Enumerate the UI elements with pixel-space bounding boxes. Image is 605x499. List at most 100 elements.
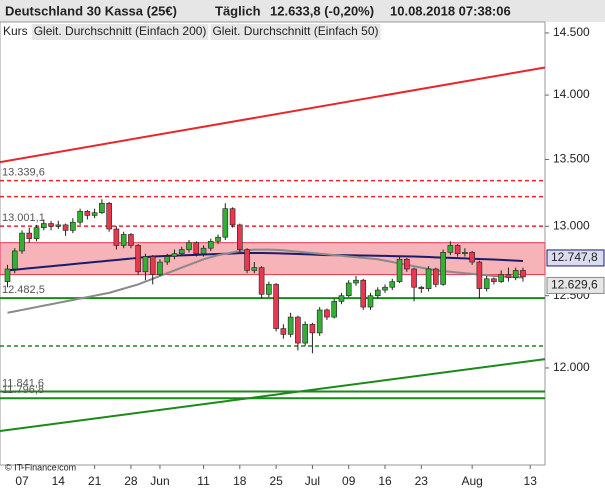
candle-body bbox=[258, 267, 265, 295]
trendline bbox=[0, 66, 546, 164]
x-tick-label: Aug bbox=[461, 474, 482, 488]
candle-body bbox=[411, 268, 417, 288]
candle-body bbox=[193, 242, 200, 255]
candle-body bbox=[302, 323, 308, 344]
candle-body bbox=[26, 232, 33, 239]
candle-body bbox=[316, 309, 323, 334]
candle-body bbox=[207, 241, 214, 249]
candle-body bbox=[353, 279, 359, 284]
candle-body bbox=[186, 242, 192, 250]
candle-body bbox=[149, 256, 156, 275]
candle-body bbox=[84, 211, 91, 216]
x-tick-label: 28 bbox=[124, 474, 138, 488]
level-label: 12.482,5 bbox=[2, 284, 45, 296]
candle-body bbox=[425, 268, 432, 289]
level-label: 13.001,1 bbox=[2, 212, 45, 224]
x-tick-label: 09 bbox=[342, 474, 356, 488]
candle-body bbox=[164, 256, 171, 263]
interval: Täglich bbox=[215, 3, 261, 18]
legend-entry: Gleit. Durchschnitt (Einfach 200) bbox=[34, 24, 207, 38]
last-value-box bbox=[546, 249, 605, 267]
candle-body bbox=[55, 224, 62, 227]
candle-body bbox=[77, 211, 83, 223]
candle-body bbox=[222, 208, 229, 238]
candle-body bbox=[382, 286, 388, 291]
candle-body bbox=[4, 268, 11, 282]
header-bar bbox=[0, 0, 605, 22]
candle-body bbox=[469, 252, 475, 263]
candle-body bbox=[498, 274, 504, 282]
candle-body bbox=[367, 295, 374, 308]
candle-body bbox=[324, 309, 330, 318]
candle-body bbox=[266, 284, 272, 295]
candle-body bbox=[229, 208, 236, 226]
candle-body bbox=[505, 274, 512, 278]
x-tick-label: 23 bbox=[415, 474, 429, 488]
candle-body bbox=[462, 252, 468, 255]
legend-entry: Kurs bbox=[3, 24, 28, 38]
candle-body bbox=[70, 221, 76, 231]
timestamp: 10.08.2018 07:38:06 bbox=[390, 3, 511, 18]
y-tick-label: 13.500 bbox=[553, 152, 590, 166]
candle-body bbox=[157, 261, 163, 275]
candle-body bbox=[403, 258, 410, 270]
level-label: 11.796,8 bbox=[2, 384, 44, 396]
candle-body bbox=[273, 284, 279, 329]
candle-body bbox=[91, 212, 98, 216]
candle-body bbox=[237, 224, 243, 250]
x-tick-label: 07 bbox=[15, 474, 29, 488]
candle-body bbox=[11, 250, 18, 270]
candle-body bbox=[418, 286, 425, 289]
candle-body bbox=[374, 289, 381, 297]
candle-body bbox=[142, 256, 149, 273]
candle-body bbox=[251, 267, 258, 271]
candle-body bbox=[287, 316, 294, 335]
last-value-label: 12.747,8 bbox=[551, 250, 598, 264]
candle-body bbox=[309, 323, 316, 334]
candle-body bbox=[135, 245, 141, 273]
last-price: 12.633,8 (-0,20%) bbox=[270, 3, 374, 18]
candle-body bbox=[106, 202, 112, 230]
chart-title: Deutschland 30 Kassa (25€) bbox=[5, 3, 177, 18]
candle-body bbox=[40, 223, 47, 228]
trendline bbox=[0, 358, 546, 433]
candle-body bbox=[360, 279, 367, 308]
legend-box bbox=[31, 24, 209, 40]
candle-body bbox=[512, 270, 519, 278]
candle-body bbox=[454, 245, 461, 255]
candle-body bbox=[171, 253, 178, 257]
candle-body bbox=[128, 234, 134, 246]
x-tick-label: 18 bbox=[233, 474, 247, 488]
x-tick-label: 16 bbox=[378, 474, 392, 488]
candle-body bbox=[200, 247, 207, 255]
candle-body bbox=[99, 202, 105, 214]
level-label: 11.841,6 bbox=[2, 377, 44, 389]
candle-body bbox=[295, 316, 301, 344]
last-value-label: 12.629,6 bbox=[551, 278, 598, 292]
candle-body bbox=[440, 252, 446, 285]
candle-body bbox=[338, 295, 345, 302]
x-tick-label: Jul bbox=[305, 474, 320, 488]
x-tick-label: 14 bbox=[52, 474, 66, 488]
candle-body bbox=[447, 245, 454, 253]
x-tick-label: 21 bbox=[88, 474, 102, 488]
legend-box bbox=[210, 24, 381, 40]
candle-body bbox=[48, 223, 54, 227]
candle-body bbox=[178, 249, 185, 255]
candle-body bbox=[476, 261, 483, 289]
credit: © IT-Finance.com bbox=[5, 462, 76, 472]
candle-body bbox=[396, 258, 403, 282]
level-label: 13.339,6 bbox=[2, 167, 45, 179]
legend-box bbox=[1, 24, 30, 40]
candle-body bbox=[19, 232, 25, 252]
candle-body bbox=[113, 228, 120, 246]
candle-body bbox=[433, 268, 439, 285]
candle-body bbox=[520, 270, 526, 278]
candle-body bbox=[33, 227, 40, 239]
x-tick-label: Jun bbox=[150, 474, 169, 488]
x-tick-label: 25 bbox=[269, 474, 283, 488]
candle-body bbox=[491, 278, 497, 282]
last-value-box bbox=[546, 276, 605, 294]
y-tick-label: 12.000 bbox=[553, 360, 590, 374]
